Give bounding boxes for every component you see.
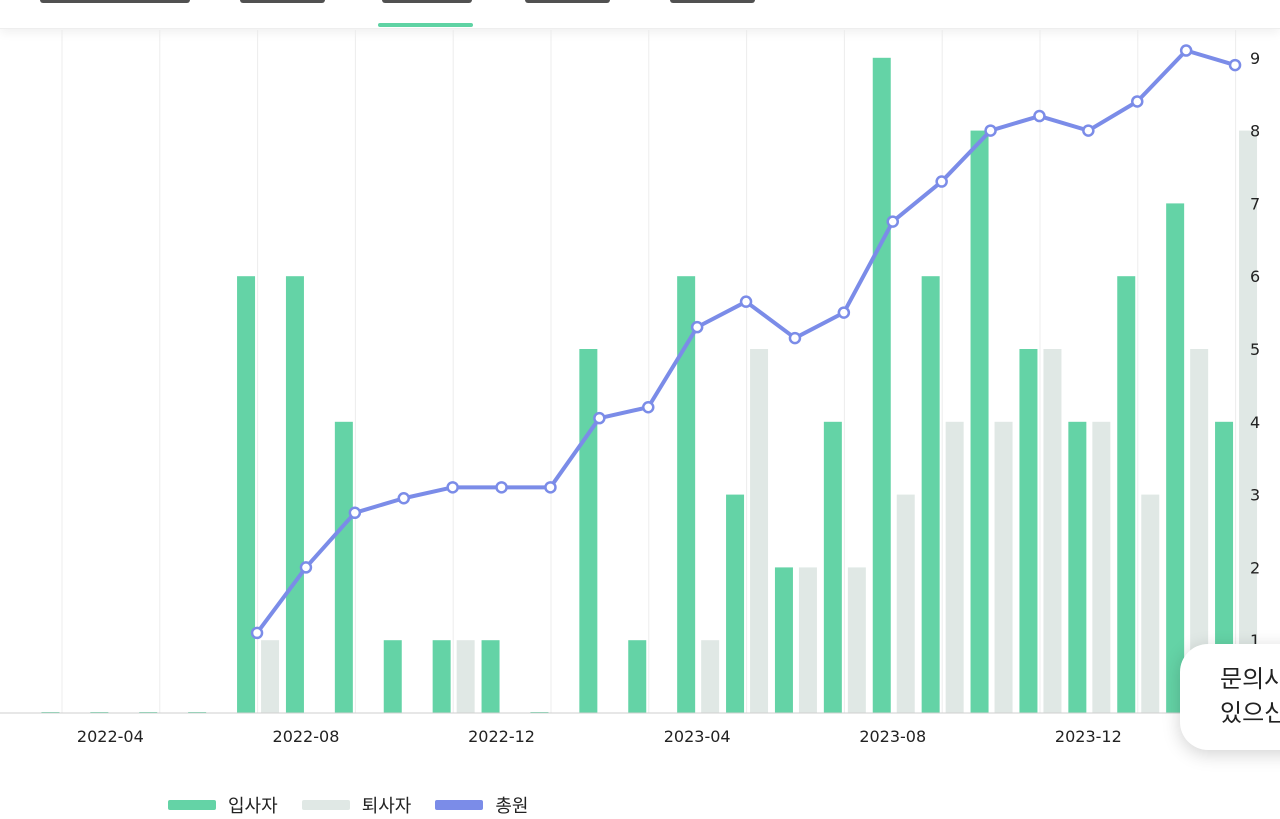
point-total (642, 400, 655, 414)
x-tick-label: 2022-12 (468, 727, 535, 746)
bar-leavers (896, 494, 915, 713)
tab-2[interactable] (240, 0, 325, 3)
legend-label-leavers: 퇴사자 (361, 796, 412, 817)
point-total (788, 331, 802, 345)
x-tick-label: 2023-08 (859, 727, 926, 746)
bar-leavers (261, 640, 280, 713)
bar-hires (237, 276, 256, 713)
bar-hires (481, 640, 500, 713)
bar-hires (383, 640, 402, 713)
point-total (299, 561, 313, 574)
point-total (1082, 124, 1095, 137)
chat-support-bubble[interactable]: 문의사항이 있으신가요? (1180, 644, 1280, 750)
x-tick-label: 2022-08 (273, 727, 340, 746)
bar-leavers (847, 567, 866, 713)
bar-leavers (1239, 130, 1258, 714)
y-tick-label: 6 (1250, 267, 1260, 286)
legend-swatch-leavers (301, 800, 350, 810)
tab-4[interactable] (525, 0, 610, 3)
y-tick-label: 9 (1250, 49, 1260, 68)
bar-hires (1215, 421, 1234, 713)
x-tick-label: 2022-04 (77, 727, 144, 746)
bar-leavers (701, 640, 720, 713)
bar-hires (628, 640, 647, 713)
legend-swatch-hires (168, 800, 216, 810)
line-total (255, 48, 1236, 635)
bar-hires (872, 57, 891, 714)
bar-hires (970, 130, 989, 714)
bar-hires (726, 494, 745, 713)
bar-leavers (945, 421, 964, 713)
x-tick-label: 2023-04 (664, 727, 731, 746)
bar-hires (1117, 276, 1136, 713)
tab-1[interactable] (40, 0, 190, 3)
bar-leavers (1141, 494, 1160, 713)
legend-item-hires[interactable]: 입사자 (168, 792, 278, 818)
point-total (837, 306, 851, 319)
point-total (886, 215, 899, 228)
y-tick-label: 8 (1250, 122, 1260, 141)
point-total (935, 175, 948, 188)
combo-chart: 1 2 3 4 5 6 7 8 9 2022-04 2022-08 2022-12 2023-04 202… (0, 30, 1260, 746)
point-total (544, 481, 557, 494)
bar-leavers (798, 567, 817, 713)
x-tick-label: 2023-12 (1055, 727, 1122, 746)
tab-3-active[interactable] (382, 0, 472, 3)
bar-hires (579, 349, 598, 713)
chat-line-2: 있으신가요? (1220, 699, 1280, 727)
tab-5[interactable] (670, 0, 755, 3)
tab-bar (0, 0, 1280, 29)
point-total (593, 411, 606, 425)
bar-hires (774, 567, 793, 713)
bar-hires (1166, 203, 1185, 713)
bar-leavers (994, 421, 1013, 713)
bar-leavers (1043, 349, 1062, 713)
bar-leavers (750, 349, 769, 713)
legend-label-total: 총원 (495, 796, 529, 817)
point-total (1179, 44, 1193, 57)
y-tick-label: 5 (1250, 340, 1260, 359)
bar-hires (921, 276, 940, 713)
legend-item-total[interactable]: 총원 (435, 792, 529, 818)
bar-hires (677, 276, 696, 713)
y-tick-label: 2 (1250, 558, 1260, 577)
point-total (1033, 109, 1046, 123)
point-total (446, 481, 459, 494)
bar-hires (334, 421, 353, 713)
point-total (739, 295, 753, 308)
bar-leavers (1190, 349, 1209, 713)
point-total (495, 481, 508, 494)
point-total (1131, 95, 1144, 108)
bar-hires (1019, 349, 1038, 713)
legend-label-hires: 입사자 (228, 796, 278, 817)
bar-leavers (1092, 421, 1111, 713)
y-tick-label: 3 (1250, 486, 1260, 505)
bar-leavers (456, 640, 475, 713)
y-tick-label: 4 (1250, 413, 1260, 432)
bar-hires (823, 421, 842, 713)
chat-line-1: 문의사항이 (1220, 665, 1280, 693)
point-total (397, 491, 410, 505)
legend-item-leavers[interactable]: 퇴사자 (301, 792, 412, 818)
point-total (348, 506, 362, 520)
point-total (984, 124, 997, 137)
bar-hires (285, 276, 304, 713)
y-tick-label: 1 (1250, 631, 1260, 650)
chart-legend: 입사자 퇴사자 총원 (168, 792, 553, 818)
bar-hires (1068, 421, 1087, 713)
y-tick-label: 7 (1250, 194, 1260, 213)
point-total (690, 320, 704, 334)
point-total (250, 626, 264, 640)
active-tab-indicator (378, 23, 473, 27)
bar-hires (432, 640, 451, 713)
legend-swatch-total (435, 800, 484, 810)
point-total (1228, 58, 1242, 72)
